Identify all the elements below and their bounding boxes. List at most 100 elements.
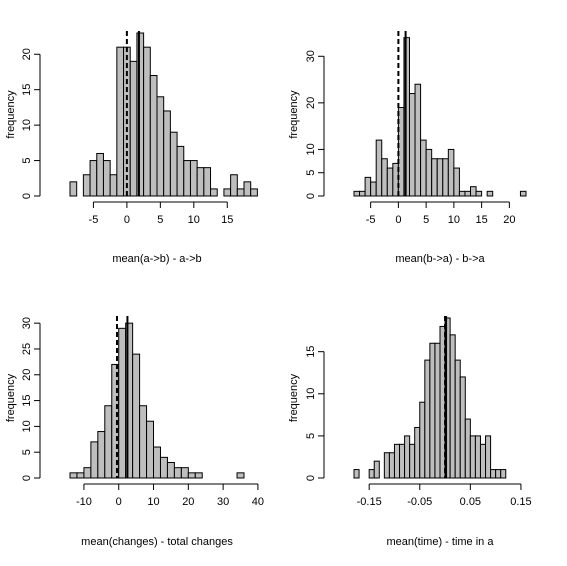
x-tick-label: 0	[116, 496, 122, 508]
y-tick-label: 5	[305, 170, 317, 176]
histogram-bar	[420, 139, 427, 197]
histogram-bar	[223, 188, 232, 197]
x-tick-label: -5	[366, 214, 376, 226]
histogram-bar	[109, 174, 118, 197]
histogram-bar	[359, 190, 366, 197]
y-tick-label: 10	[21, 119, 33, 131]
histogram-bar	[69, 472, 78, 479]
x-tick-label: 30	[217, 496, 229, 508]
histogram-bar	[459, 376, 466, 479]
y-tick-label: 0	[305, 193, 317, 199]
x-tick-label: 5	[157, 214, 163, 226]
x-axis-title: mean(a->b) - a->b	[112, 253, 201, 265]
histogram-bar	[90, 441, 99, 479]
histogram-bar	[187, 472, 196, 479]
histogram-bar	[383, 452, 390, 479]
y-tick-label: 0	[21, 193, 33, 199]
histogram-bar	[180, 467, 189, 479]
histogram-bar	[500, 469, 507, 479]
histogram-bar	[386, 167, 394, 197]
histogram-bar	[449, 334, 456, 479]
histogram-bar	[159, 456, 168, 479]
y-tick-label: 15	[305, 346, 317, 358]
histogram-bar	[364, 176, 372, 197]
histogram-bar	[243, 181, 252, 197]
histogram-bar	[434, 342, 441, 479]
histogram-bar	[414, 426, 421, 479]
x-axis-title: mean(changes) - total changes	[81, 536, 233, 548]
histogram-bar	[236, 188, 245, 197]
histogram-bar	[139, 405, 148, 479]
histogram-bar	[495, 469, 502, 479]
x-tick-label: 0.05	[460, 496, 481, 508]
histogram-bar	[69, 181, 78, 197]
histogram-bar	[454, 359, 461, 479]
histogram-bar	[436, 158, 444, 197]
x-tick-label: 10	[448, 214, 460, 226]
histogram-panel: -5 0 5 10 15 0 5 10 15 20 mean(a->b) - a->b frequen…	[5, 31, 258, 265]
histogram-bar	[375, 139, 383, 197]
histogram-bar	[97, 431, 106, 479]
x-axis-title: mean(b->a) - b->a	[395, 253, 485, 265]
y-axis-title: frequency	[5, 90, 17, 139]
x-tick-label: 20	[503, 214, 515, 226]
histogram-bar	[486, 190, 494, 197]
histogram-bar	[404, 435, 411, 479]
y-tick-label: 30	[21, 317, 33, 329]
histogram-bar	[89, 160, 98, 197]
x-tick-label: 0	[395, 214, 401, 226]
histogram-bar	[129, 60, 138, 197]
y-tick-label: 15	[21, 394, 33, 406]
y-tick-label: 20	[305, 97, 317, 109]
histogram-bar	[447, 148, 455, 197]
histogram-bar	[474, 435, 481, 479]
histogram-bar	[183, 160, 191, 197]
histogram-bar	[424, 359, 431, 479]
y-tick-label: 10	[305, 388, 317, 400]
histogram-bar	[203, 167, 212, 197]
histogram-bar	[136, 32, 145, 197]
x-tick-label: 0.15	[510, 496, 531, 508]
histogram-bar	[102, 160, 111, 197]
y-axis-title: frequency	[5, 373, 17, 422]
histogram-bar	[464, 190, 472, 197]
x-tick-label: -0.15	[357, 496, 382, 508]
y-tick-label: 30	[305, 50, 317, 62]
histogram-bar	[166, 462, 175, 479]
histogram-bar	[146, 420, 155, 479]
x-tick-label: -0.05	[407, 496, 432, 508]
histogram-bar	[189, 160, 198, 197]
histogram-bar	[368, 469, 375, 479]
histogram-bar	[169, 131, 178, 197]
histogram-bar	[408, 93, 416, 197]
histogram-bar	[76, 472, 85, 479]
histogram-bar	[132, 353, 141, 479]
histogram-bar	[442, 158, 449, 197]
histogram-bar	[163, 110, 171, 197]
histogram-bar	[419, 401, 426, 479]
histogram-bar	[409, 443, 416, 479]
y-tick-label: 15	[21, 84, 33, 96]
histogram-bar	[104, 405, 113, 479]
histogram-bar	[194, 472, 203, 479]
histogram-bar	[399, 443, 406, 479]
histogram-bar	[176, 145, 185, 197]
x-tick-label: -10	[76, 496, 92, 508]
histogram-bar	[458, 190, 466, 197]
histogram-bar	[490, 469, 497, 479]
histogram-bar	[118, 327, 127, 479]
histogram-bar	[370, 181, 377, 197]
histogram-bar	[143, 46, 151, 197]
histogram-bar	[210, 188, 218, 197]
x-tick-label: 20	[182, 496, 194, 508]
histogram-bar	[153, 446, 161, 479]
x-tick-label: 5	[423, 214, 429, 226]
x-tick-label: 10	[147, 496, 159, 508]
y-tick-label: 5	[21, 158, 33, 164]
histogram-bar	[230, 174, 238, 197]
histogram-bar	[429, 342, 436, 479]
histogram-bar	[519, 190, 527, 197]
histogram-bar	[156, 96, 165, 197]
histogram-bar	[425, 148, 433, 197]
